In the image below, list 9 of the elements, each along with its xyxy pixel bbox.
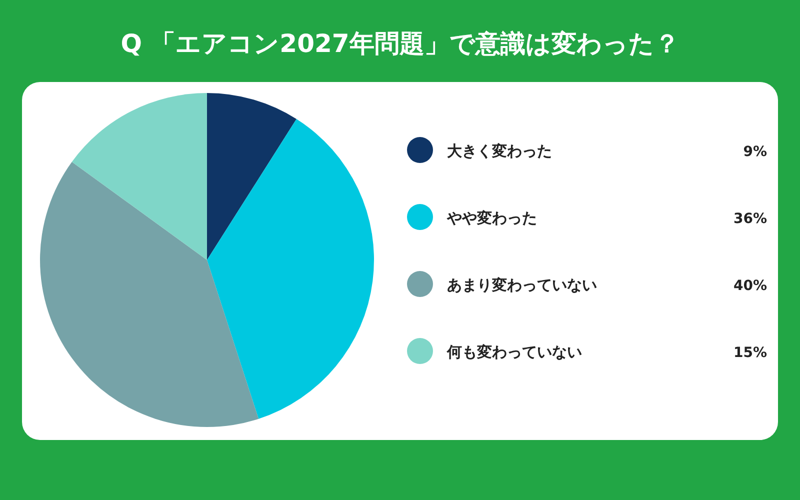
legend-label: あまり変わっていない bbox=[447, 276, 597, 294]
data-label: 36% bbox=[733, 211, 767, 227]
legend-label: 大きく変わった bbox=[447, 142, 552, 160]
data-label: 15% bbox=[733, 345, 767, 361]
legend-label: やや変わった bbox=[446, 209, 537, 227]
data-label: 9% bbox=[743, 144, 767, 160]
legend-label: 何も変わっていない bbox=[446, 343, 582, 361]
data-label: 40% bbox=[733, 278, 767, 294]
chart-title: Q 「エアコン2027年問題」で意識は変わった？ bbox=[120, 29, 680, 58]
